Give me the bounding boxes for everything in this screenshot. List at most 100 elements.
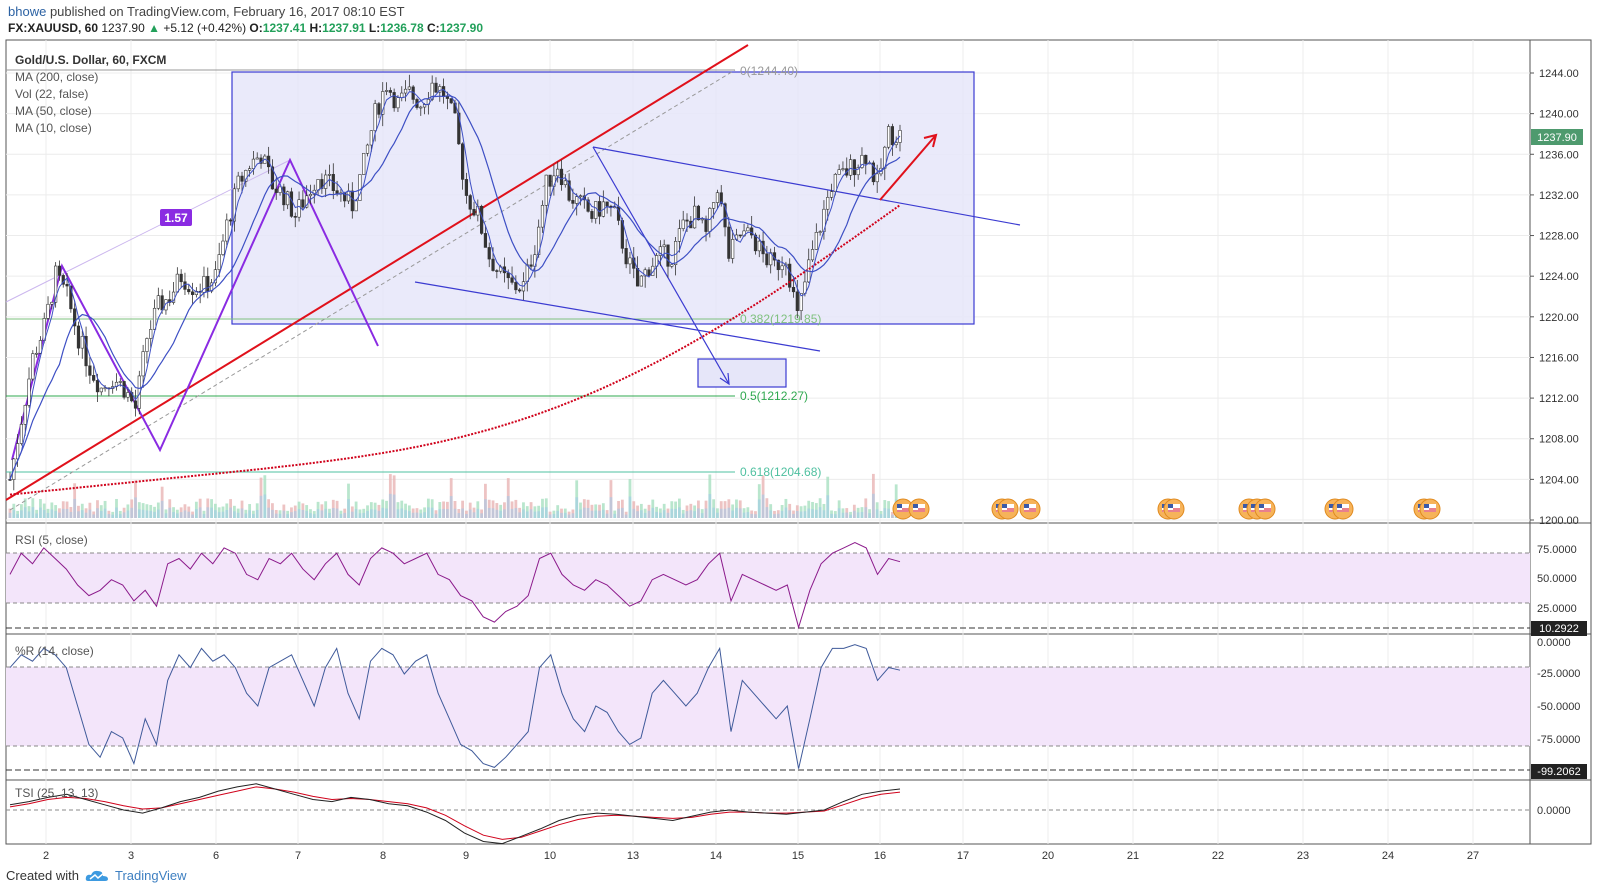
volume-ma-fill	[742, 512, 746, 518]
candle-body	[639, 275, 643, 287]
price-tick-label: 1232.00	[1539, 190, 1579, 202]
candle-body	[525, 264, 529, 282]
volume-ma-fill	[784, 507, 788, 518]
volume-ma-fill	[567, 514, 571, 518]
time-tick-label: 15	[792, 850, 804, 860]
time-tick-label: 2	[43, 850, 49, 860]
red-trendline[interactable]	[5, 44, 749, 501]
pattern-ratio-label: 1.57	[164, 211, 188, 225]
candle-body	[225, 219, 229, 242]
volume-ma-fill	[252, 513, 255, 518]
volume-ma-fill	[879, 514, 883, 518]
open-label: O:	[249, 21, 263, 35]
volume-ma-fill	[160, 500, 164, 518]
volume-ma-fill	[826, 495, 830, 518]
candle-body	[529, 264, 533, 267]
candle-body	[833, 173, 837, 192]
target-box[interactable]	[697, 358, 787, 388]
rsi-last-badge	[1531, 621, 1587, 636]
volume-ma-fill	[271, 509, 274, 518]
candle-body	[441, 86, 446, 97]
volume-ma-fill	[381, 507, 385, 518]
price-axis[interactable]: 1244.00 1240.00 1236.00 1232.00 1228.00 1224.…	[1530, 68, 1579, 527]
chart-svg[interactable]: 0(1244.40) 0.382(1219.85) 0.5(1212.27) 0…	[0, 0, 1597, 860]
ma200-line[interactable]	[9, 204, 901, 496]
volume-ma-fill	[331, 508, 335, 518]
author-link[interactable]: bhowe	[8, 4, 47, 19]
volume-ma-fill	[111, 514, 115, 518]
volume-ma-fill	[339, 513, 343, 518]
candle-body	[559, 168, 564, 186]
volume-ma-fill	[164, 513, 168, 518]
volume-ma-fill	[510, 508, 514, 518]
volume-ma-fill	[738, 508, 742, 518]
time-axis[interactable]: 2 3 6 7 8 9 10 13 14 15 16 17 20 21 22 23 24 27	[43, 850, 1479, 860]
volume-ma-fill	[811, 509, 814, 518]
candle-body	[278, 186, 282, 193]
red-projection-arrow[interactable]	[879, 134, 937, 201]
volume-ma-fill	[472, 512, 476, 518]
volume-ma-fill	[324, 508, 328, 518]
price-tick-label: 1208.00	[1539, 434, 1579, 446]
volume-ma-fill	[107, 514, 111, 518]
us-flag-icon[interactable]	[1419, 498, 1441, 520]
candle-body	[152, 307, 157, 330]
channel-lower-line[interactable]	[414, 281, 821, 352]
candle-body	[160, 295, 164, 311]
volume-ma-fill	[80, 510, 84, 518]
volume-ma-fill	[42, 510, 46, 518]
rsi-band	[6, 553, 1530, 603]
candle-body	[145, 338, 149, 352]
wpr-pane-title: %R (14, close)	[15, 644, 94, 658]
volume-ma-fill	[875, 509, 879, 518]
candle-body	[875, 173, 879, 183]
candle-body	[240, 175, 244, 182]
us-flag-icon[interactable]	[1254, 498, 1276, 520]
study-ma200: MA (200, close)	[15, 70, 98, 84]
us-flag-icon[interactable]	[1019, 498, 1041, 520]
volume-ma-fill	[153, 511, 156, 518]
ma10-line[interactable]	[9, 89, 901, 480]
volume-ma-fill	[278, 513, 282, 518]
publish-text: published on TradingView.com, February 1…	[49, 4, 405, 19]
volume-ma-fill	[426, 507, 430, 518]
us-flag-icon[interactable]	[997, 498, 1019, 520]
ma50-line[interactable]	[9, 95, 901, 480]
us-flag-icon[interactable]	[1332, 498, 1354, 520]
candle-body	[723, 203, 727, 228]
candle-body	[594, 201, 598, 219]
tsi-line[interactable]	[9, 783, 901, 845]
channel-upper-line[interactable]	[592, 146, 1021, 226]
projection-arrow-line[interactable]	[592, 146, 730, 385]
candle-body	[301, 199, 305, 208]
candle-body	[495, 270, 499, 272]
candle-body	[187, 289, 191, 293]
candle-body	[248, 168, 252, 171]
open-value: 1237.41	[262, 21, 307, 35]
tradingview-link[interactable]: TradingView	[114, 868, 187, 883]
candle-body	[472, 208, 476, 216]
volume-ma-fill	[522, 509, 525, 518]
volume-ma-fill	[788, 510, 792, 518]
candle-body	[445, 96, 449, 99]
volume-ma-fill	[115, 507, 118, 518]
event-flags[interactable]	[892, 498, 1441, 520]
volume-ma-fill	[244, 513, 248, 518]
time-tick-label: 9	[463, 850, 469, 860]
volume-ma-fill	[312, 514, 316, 518]
us-flag-icon[interactable]	[1163, 498, 1185, 520]
volume-ma-fill	[442, 508, 445, 518]
rsi-line[interactable]	[9, 542, 901, 630]
wpr-line[interactable]	[9, 644, 901, 769]
volume-ma-fill	[746, 512, 750, 518]
volume-ma-fill	[373, 509, 377, 518]
volume-ma-fill	[434, 513, 438, 518]
volume-ma-fill	[168, 507, 172, 518]
wpr-last-label: -99.2062	[1537, 766, 1580, 778]
volume-ma-fill	[293, 511, 297, 518]
volume-ma-fill	[58, 512, 61, 518]
us-flag-icon[interactable]	[908, 498, 930, 520]
candle-body	[73, 308, 77, 327]
candle-body	[578, 195, 583, 198]
us-flag-icon[interactable]	[892, 498, 914, 520]
